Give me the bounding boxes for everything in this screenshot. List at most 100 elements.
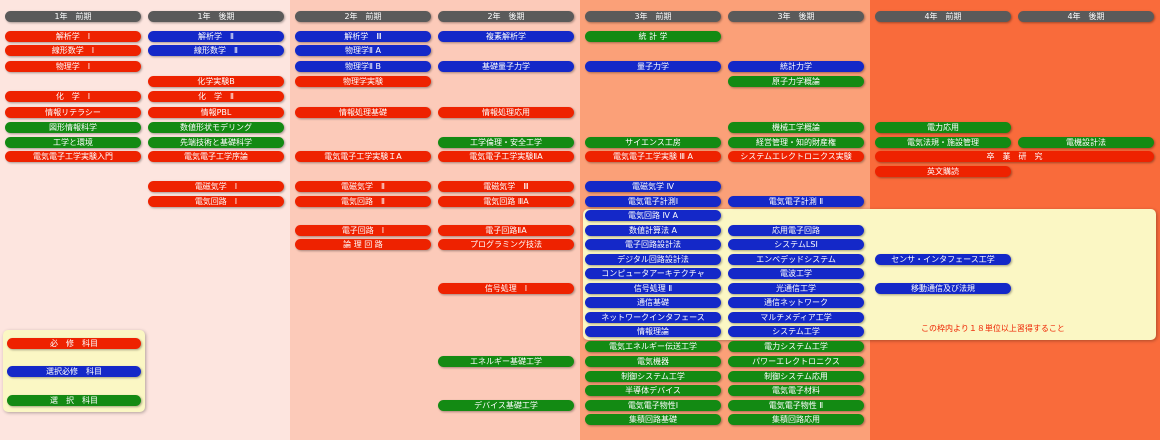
course-item: 半導体デバイス	[585, 385, 721, 396]
course-item: 解析学 Ⅱ	[148, 31, 284, 42]
header-y3-first: 3年 前期	[585, 11, 721, 22]
course-item: 電気電子工学実験ＩA	[295, 151, 431, 162]
course-item: 線形数学 Ⅱ	[148, 45, 284, 56]
course-item: 電気回路 ⅢA	[438, 196, 574, 207]
course-item: 電力応用	[875, 122, 1011, 133]
course-item: 情報処理基礎	[295, 107, 431, 118]
course-item: 電子回路ⅡA	[438, 225, 574, 236]
header-y4-first: 4年 前期	[875, 11, 1011, 22]
course-item: 電子回路 Ⅰ	[295, 225, 431, 236]
course-item: 電気電子工学実験 Ⅲ A	[585, 151, 721, 162]
course-item: 化 学 Ⅱ	[148, 91, 284, 102]
course-item: システムエレクトロニクス実験	[728, 151, 864, 162]
course-item: 解析学 Ⅲ	[295, 31, 431, 42]
legend-selective-required: 選択必修 科目	[7, 366, 141, 377]
course-item: 物理学 Ⅰ	[5, 61, 141, 72]
header-y1-first: 1年 前期	[5, 11, 141, 22]
course-item: 化 学 Ⅰ	[5, 91, 141, 102]
header-y4-second: 4年 後期	[1018, 11, 1154, 22]
course-item: 物理学実験	[295, 76, 431, 87]
course-item: 通信基礎	[585, 297, 721, 308]
legend-box: 必 修 科目 選択必修 科目 選 択 科目	[3, 330, 145, 412]
course-item: 量子力学	[585, 61, 721, 72]
course-item: 統 計 学	[585, 31, 721, 42]
course-item: 電気電子工学実験ⅡA	[438, 151, 574, 162]
course-item: 解析学 Ⅰ	[5, 31, 141, 42]
course-item: 電気電子工学実験入門	[5, 151, 141, 162]
course-item: 電磁気学 Ⅲ	[438, 181, 574, 192]
course-item: 工学倫理・安全工学	[438, 137, 574, 148]
course-item: 電気電子工学序論	[148, 151, 284, 162]
course-item: サイエンス工房	[585, 137, 721, 148]
graduation-research: 卒 業 研 究	[875, 151, 1154, 162]
course-item: センサ・インタフェース工学	[875, 254, 1011, 265]
course-item: 情報PBL	[148, 107, 284, 118]
elective-box-note: この枠内より１８単位以上習得すること	[921, 324, 1065, 333]
course-item: 集積回路応用	[728, 414, 864, 425]
course-item: コンピュータアーキテクチャ	[585, 268, 721, 279]
course-item: 電力システム工学	[728, 341, 864, 352]
course-item: 電気法規・施設管理	[875, 137, 1011, 148]
course-item: デバイス基礎工学	[438, 400, 574, 411]
course-item: 数値形状モデリング	[148, 122, 284, 133]
course-item: デジタル回路設計法	[585, 254, 721, 265]
course-item: マルチメディア工学	[728, 312, 864, 323]
course-item: パワーエレクトロニクス	[728, 356, 864, 367]
course-item: 線形数学 Ⅰ	[5, 45, 141, 56]
course-item: 電気回路 Ⅳ A	[585, 210, 721, 221]
course-item: 電気電子材料	[728, 385, 864, 396]
course-item: 基礎量子力学	[438, 61, 574, 72]
course-item: 化学実験B	[148, 76, 284, 87]
course-item: 電磁気学 Ⅳ	[585, 181, 721, 192]
course-item: 機械工学概論	[728, 122, 864, 133]
course-item: 英文購読	[875, 166, 1011, 177]
course-item: 電磁気学 Ⅱ	[295, 181, 431, 192]
course-item: 電磁気学 Ⅰ	[148, 181, 284, 192]
course-item: 制御システム工学	[585, 371, 721, 382]
course-item: システム工学	[728, 326, 864, 337]
course-item: 集積回路基礎	[585, 414, 721, 425]
course-item: 制御システム応用	[728, 371, 864, 382]
course-item: システムLSI	[728, 239, 864, 250]
course-item: プログラミング技法	[438, 239, 574, 250]
course-item: 先端技術と基礎科学	[148, 137, 284, 148]
course-item: 信号処理 Ⅱ	[585, 283, 721, 294]
course-item: 電気機器	[585, 356, 721, 367]
course-item: 電気電子計測 Ⅱ	[728, 196, 864, 207]
course-item: 情報処理応用	[438, 107, 574, 118]
course-item: 電気電子計測Ⅰ	[585, 196, 721, 207]
course-item: 電気電子物性 Ⅱ	[728, 400, 864, 411]
course-item: 経営管理・知的財産権	[728, 137, 864, 148]
course-item: 原子力学概論	[728, 76, 864, 87]
course-item: エネルギー基礎工学	[438, 356, 574, 367]
course-item: 光通信工学	[728, 283, 864, 294]
course-item: エンベデッドシステム	[728, 254, 864, 265]
course-item: 図形情報科学	[5, 122, 141, 133]
course-item: 数値計算法 A	[585, 225, 721, 236]
header-y1-second: 1年 後期	[148, 11, 284, 22]
legend-elective: 選 択 科目	[7, 395, 141, 406]
course-item: 論 理 回 路	[295, 239, 431, 250]
course-item: 複素解析学	[438, 31, 574, 42]
legend-required: 必 修 科目	[7, 338, 141, 349]
course-item: 情報リテラシー	[5, 107, 141, 118]
header-y2-first: 2年 前期	[295, 11, 431, 22]
course-item: 電子回路設計法	[585, 239, 721, 250]
course-item: 工学と環境	[5, 137, 141, 148]
course-item: 信号処理 Ⅰ	[438, 283, 574, 294]
course-item: 電気回路 Ⅱ	[295, 196, 431, 207]
course-item: 応用電子回路	[728, 225, 864, 236]
course-item: 統計力学	[728, 61, 864, 72]
course-item: 通信ネットワーク	[728, 297, 864, 308]
course-item: ネットワークインタフェース	[585, 312, 721, 323]
course-item: 情報理論	[585, 326, 721, 337]
course-item: 物理学Ⅱ A	[295, 45, 431, 56]
course-item: 電気回路 Ⅰ	[148, 196, 284, 207]
course-item: 電気電子物性Ⅰ	[585, 400, 721, 411]
course-item: 物理学Ⅱ B	[295, 61, 431, 72]
course-item: 移動通信及び法規	[875, 283, 1011, 294]
course-item: 電機設計法	[1018, 137, 1154, 148]
course-item: 電波工学	[728, 268, 864, 279]
header-y3-second: 3年 後期	[728, 11, 864, 22]
header-y2-second: 2年 後期	[438, 11, 574, 22]
